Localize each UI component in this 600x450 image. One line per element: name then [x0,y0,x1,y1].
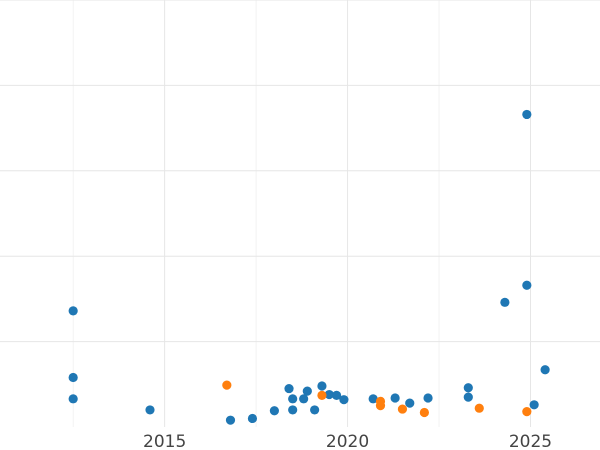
data-point [331,390,342,401]
x-tick-label: 2025 [509,432,552,450]
x-tick-label: 2020 [326,432,369,450]
data-point [288,405,298,415]
data-point [269,406,279,416]
data-point [68,372,78,383]
x-tick-label: 2015 [143,432,186,450]
data-point [500,297,510,307]
data-point [247,413,258,424]
data-point [375,401,386,411]
data-point [423,393,433,403]
data-point [299,394,309,404]
data-point [405,398,415,408]
data-point [463,392,473,402]
grid-layer [0,0,600,427]
data-point [145,405,155,415]
data-point [302,386,312,396]
data-point [397,404,408,414]
data-point [522,109,532,120]
data-point [474,403,484,413]
data-point [540,365,550,375]
data-point [368,394,378,404]
data-point [225,415,236,425]
data-point [288,394,298,404]
x-tick-labels: 2015 2020 2025 [143,432,552,450]
points-layer [68,109,550,425]
data-point [390,393,400,403]
data-point [68,306,78,316]
data-point [529,400,539,410]
data-point [339,395,349,405]
data-point [463,383,473,393]
data-point [317,390,327,401]
data-point [522,407,532,417]
data-point [317,381,327,391]
data-point [222,380,232,390]
data-point [68,394,78,404]
data-point [310,405,320,415]
data-point [284,383,294,394]
data-point [324,389,334,400]
data-point [522,280,532,290]
data-point [419,407,429,418]
